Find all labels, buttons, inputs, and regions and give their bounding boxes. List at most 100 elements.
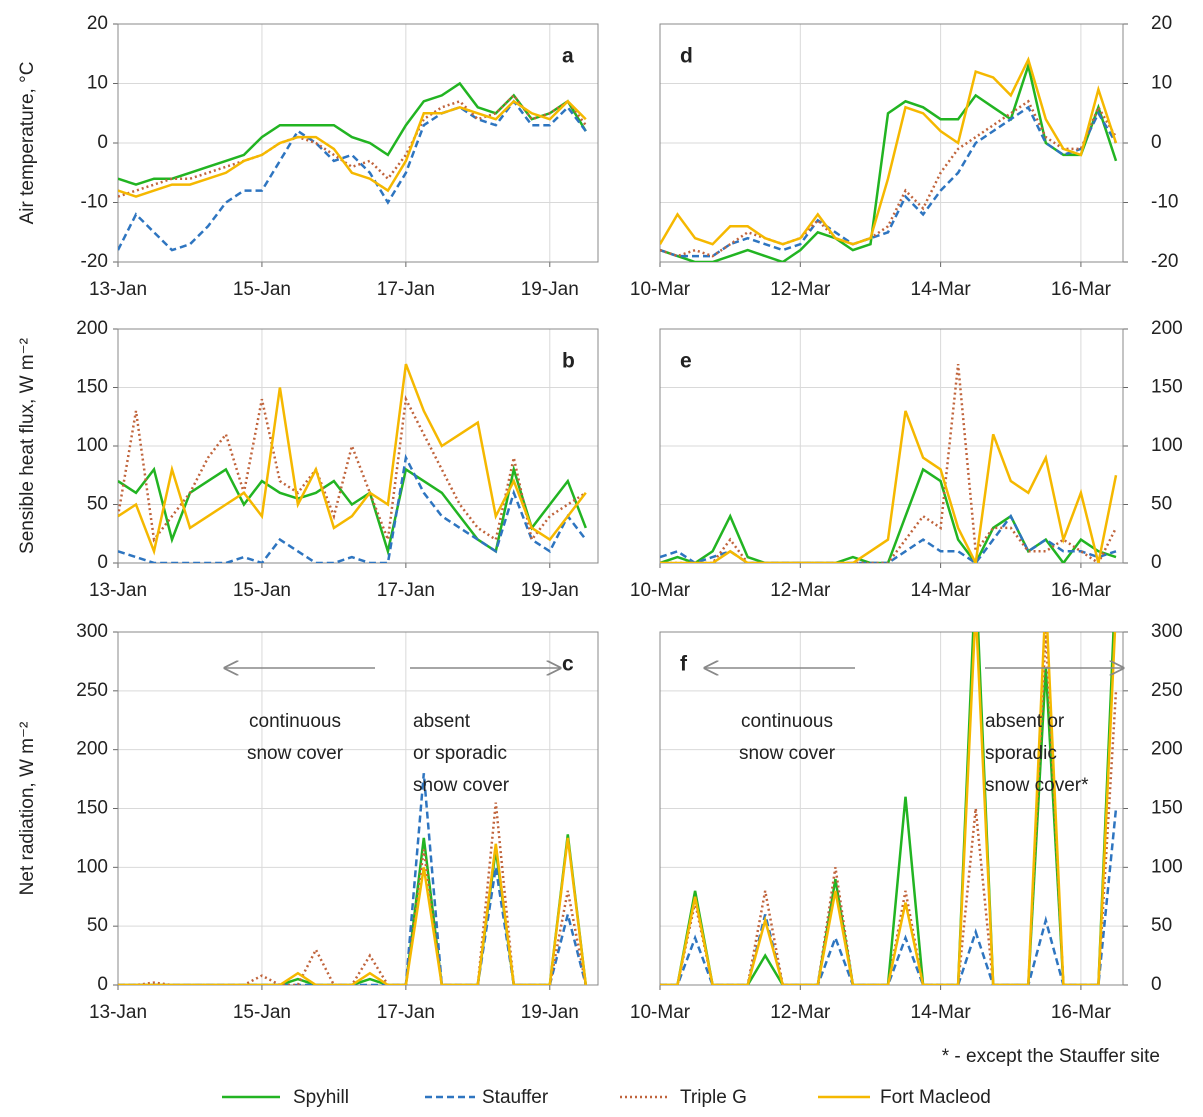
y-tick-label: 200 [76,318,108,339]
series-line [118,837,588,985]
x-tick-label: 13-Jan [89,580,147,601]
y-tick-label: 150 [76,377,108,398]
plot-frame [117,23,599,263]
x-tick-label: 14-Mar [911,580,972,601]
y-tick-label: 50 [87,494,108,515]
y-tick-label: 200 [1151,739,1183,760]
y-tick-label: -20 [81,251,108,272]
footnote: * - except the Stauffer site [942,1046,1160,1067]
x-tick-label: 16-Mar [1051,580,1112,601]
series-line [660,808,1118,985]
panel-letter: e [680,350,692,373]
y-tick-label: -20 [1151,251,1178,272]
x-tick-label: 13-Jan [89,1002,147,1023]
annotation: snow cover [739,743,836,764]
panel-letter: b [562,350,575,373]
panel-letter: a [562,45,574,68]
series-line [118,453,587,563]
x-tick-label: 16-Mar [1051,279,1112,300]
legend-label: Stauffer [482,1087,549,1108]
series-line [660,363,1118,563]
series-line [660,410,1118,563]
y-tick-label: 50 [1151,915,1172,936]
series-line [118,99,587,252]
annotation: snow cover [413,775,510,796]
x-tick-label: 10-Mar [630,279,691,300]
y-axis-label: Net radiation, W m⁻² [17,722,38,896]
legend-label: Triple G [680,1087,747,1108]
y-tick-label: 0 [97,552,108,573]
annotation: sporadic [985,743,1057,764]
series-line [660,105,1118,258]
y-tick-label: 300 [1151,621,1183,642]
plot-frame [117,328,599,564]
series-line [118,802,588,985]
x-tick-label: 17-Jan [377,580,435,601]
annotation: continuous [249,711,341,732]
y-tick-label: 100 [1151,856,1183,877]
y-tick-label: 100 [76,435,108,456]
annotation: absent [413,711,471,732]
y-tick-label: -10 [81,192,108,213]
y-tick-label: 0 [1151,132,1162,153]
legend-label: Fort Macleod [880,1087,991,1108]
series-line [118,363,587,556]
plot-frame [659,23,1124,263]
y-tick-label: 20 [87,13,108,34]
panel-letter: c [562,653,574,676]
y-axis-label: Air temperature, °C [17,62,38,225]
series-line [118,93,587,198]
y-tick-label: 10 [87,73,108,94]
y-tick-label: 0 [1151,552,1162,573]
y-axis-label: Sensible heat flux, W m⁻² [17,338,38,554]
y-tick-label: 200 [1151,318,1183,339]
series-line [118,773,588,985]
x-tick-label: 14-Mar [911,279,972,300]
panel-letter: f [680,653,688,676]
y-tick-label: 150 [76,798,108,819]
y-tick-label: 250 [1151,680,1183,701]
series-line [660,61,1118,262]
series-line [118,81,587,186]
y-tick-label: -10 [1151,192,1178,213]
y-tick-label: 300 [76,621,108,642]
series-line [660,56,1118,246]
x-tick-label: 12-Mar [770,1002,831,1023]
panel-letter: d [680,45,693,68]
x-tick-label: 17-Jan [377,1002,435,1023]
x-tick-label: 19-Jan [521,279,579,300]
series-line [118,99,587,198]
annotation: continuous [741,711,833,732]
series-line [118,395,587,543]
annotation: snow cover* [985,775,1089,796]
y-tick-label: 150 [1151,798,1183,819]
x-tick-label: 14-Mar [911,1002,972,1023]
series-line [118,834,588,985]
x-tick-label: 15-Jan [233,580,291,601]
x-tick-label: 17-Jan [377,279,435,300]
plot-frame [117,631,599,986]
annotation: snow cover [247,743,344,764]
x-tick-label: 12-Mar [770,279,831,300]
y-tick-label: 100 [1151,435,1183,456]
series-line [118,464,587,557]
x-tick-label: 13-Jan [89,279,147,300]
y-tick-label: 20 [1151,13,1172,34]
x-tick-label: 10-Mar [630,1002,691,1023]
series-line [660,632,1115,985]
y-tick-label: 250 [76,680,108,701]
y-tick-label: 0 [1151,974,1162,995]
x-tick-label: 15-Jan [233,279,291,300]
y-tick-label: 150 [1151,377,1183,398]
x-tick-label: 15-Jan [233,1002,291,1023]
x-tick-label: 10-Mar [630,580,691,601]
y-tick-label: 50 [1151,494,1172,515]
y-tick-label: 0 [97,132,108,153]
series-line [660,632,1117,985]
y-tick-label: 100 [76,856,108,877]
x-tick-label: 12-Mar [770,580,831,601]
annotation: absent or [985,711,1065,732]
plot-frame [659,328,1124,564]
